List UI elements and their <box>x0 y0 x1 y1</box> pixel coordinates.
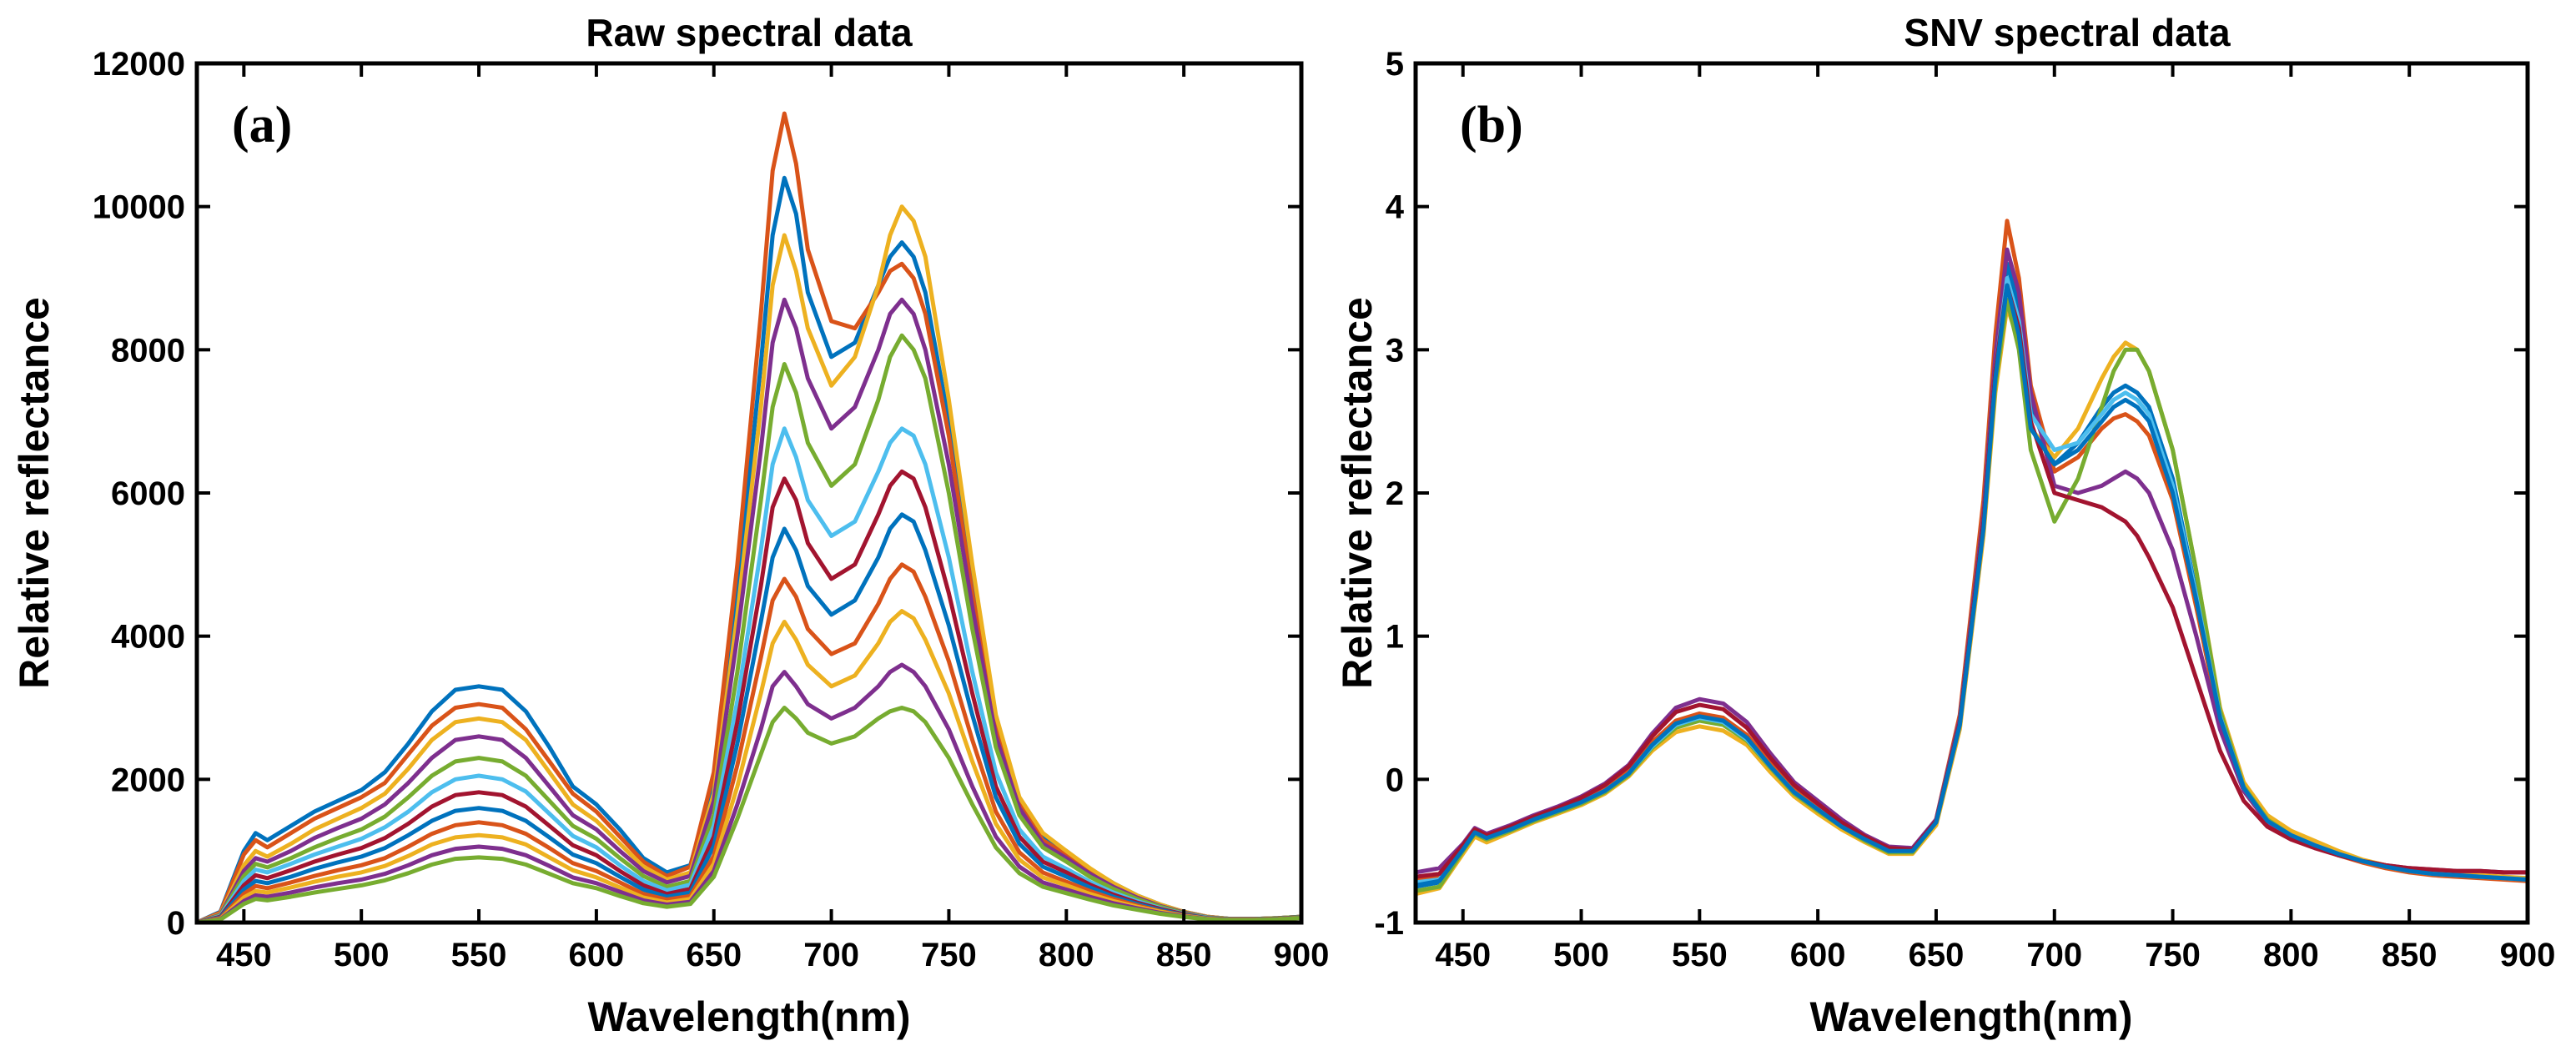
chart-title: Raw spectral data <box>586 11 913 54</box>
y-tick-label: 5 <box>1386 46 1404 83</box>
series-line <box>197 512 1301 923</box>
x-tick-label: 650 <box>686 937 742 973</box>
series-line <box>197 204 1301 923</box>
x-tick-label: 550 <box>1672 937 1728 973</box>
chart-snv-spectral: SNV spectral data (b) 450 500 550 600 650 700… <box>1334 11 2555 1040</box>
y-tick-label: 1 <box>1386 619 1404 656</box>
y-ticks: -1 0 1 2 3 4 5 <box>1374 46 2528 942</box>
x-tick-label: 850 <box>2382 937 2438 973</box>
y-tick-label: 6000 <box>111 475 185 512</box>
y-tick-label: 12000 <box>93 46 185 83</box>
x-tick-label: 500 <box>334 937 390 973</box>
x-tick-label: 750 <box>2145 937 2201 973</box>
x-tick-label: 900 <box>1274 937 1330 973</box>
x-ticks: 450 500 550 600 650 700 750 800 850 900 <box>216 63 1329 973</box>
series-line <box>197 609 1301 923</box>
series-line <box>1416 247 2528 875</box>
x-tick-label: 450 <box>1435 937 1491 973</box>
x-tick-label: 600 <box>569 937 625 973</box>
y-tick-label: 8000 <box>111 332 185 369</box>
series-line <box>1416 261 2528 889</box>
x-ticks: 450 500 550 600 650 700 750 800 850 900 <box>1435 63 2555 973</box>
series-line <box>197 562 1301 923</box>
y-axis-label: Relative reflectance <box>1334 297 1381 689</box>
series-line <box>1416 283 2528 888</box>
series-line <box>197 297 1301 923</box>
chart-title: SNV spectral data <box>1904 11 2231 54</box>
panel-label: (b) <box>1460 97 1523 153</box>
y-tick-label: 3 <box>1386 332 1404 369</box>
x-tick-label: 800 <box>1039 937 1094 973</box>
panel-label: (a) <box>232 97 292 153</box>
series-line <box>1416 219 2528 883</box>
plot-area <box>197 111 1301 923</box>
series-line <box>197 426 1301 923</box>
series-line <box>197 662 1301 923</box>
y-tick-label: 0 <box>167 905 185 942</box>
x-tick-label: 800 <box>2263 937 2319 973</box>
y-axis-label: Relative reflectance <box>11 297 58 689</box>
series-line <box>197 706 1301 923</box>
x-tick-label: 500 <box>1553 937 1609 973</box>
y-ticks: 0 2000 4000 6000 8000 10000 12000 <box>93 46 1301 942</box>
y-tick-label: 10000 <box>93 189 185 226</box>
y-tick-label: 4000 <box>111 619 185 656</box>
y-tick-label: 0 <box>1386 762 1404 798</box>
x-tick-label: 550 <box>451 937 507 973</box>
x-tick-label: 750 <box>921 937 977 973</box>
x-tick-label: 650 <box>1909 937 1965 973</box>
y-tick-label: -1 <box>1374 905 1404 942</box>
x-tick-label: 700 <box>2026 937 2082 973</box>
x-tick-label: 450 <box>216 937 272 973</box>
series-line <box>1416 283 2528 879</box>
y-tick-label: 2000 <box>111 762 185 798</box>
x-tick-label: 900 <box>2500 937 2556 973</box>
y-tick-label: 2 <box>1386 475 1404 512</box>
y-tick-label: 4 <box>1386 189 1405 226</box>
series-line <box>197 469 1301 923</box>
x-axis-label: Wavelength(nm) <box>1809 993 2132 1040</box>
series-line <box>197 333 1301 923</box>
plot-area <box>1416 219 2528 897</box>
x-tick-label: 850 <box>1156 937 1212 973</box>
series-line <box>1416 276 2528 885</box>
chart-raw-spectral: Raw spectral data (a) 450 500 550 600 650 700… <box>11 11 1329 1040</box>
x-tick-label: 600 <box>1790 937 1846 973</box>
x-tick-label: 700 <box>803 937 859 973</box>
x-axis-label: Wavelength(nm) <box>587 993 910 1040</box>
